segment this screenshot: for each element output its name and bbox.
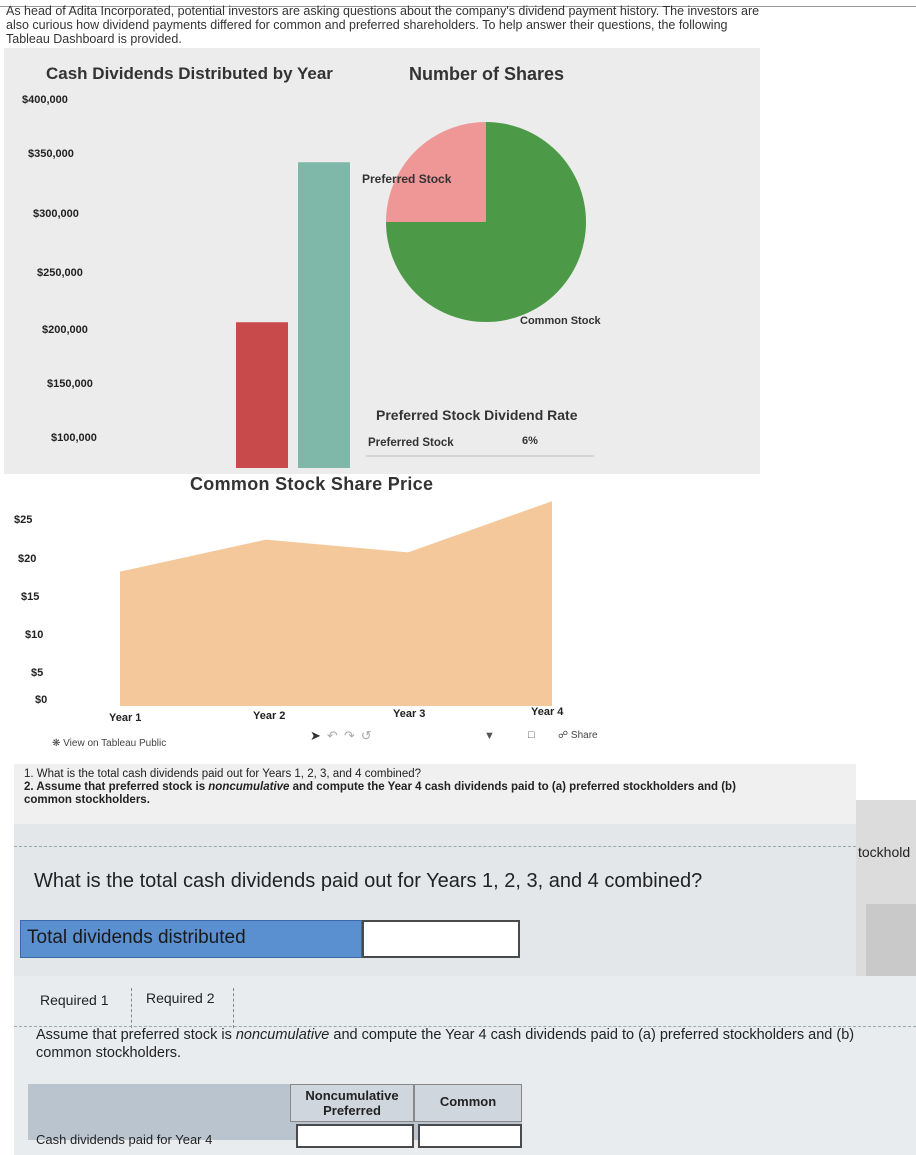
share-icon: ☍ bbox=[558, 730, 569, 741]
rate-row-label: Preferred Stock bbox=[368, 437, 454, 449]
view-on-tableau-label: View on Tableau Public bbox=[63, 738, 167, 749]
tableau-dashboard[interactable]: Cash Dividends Distributed by Year Numbe… bbox=[4, 48, 760, 474]
fullscreen-icon[interactable]: □ bbox=[528, 729, 535, 741]
view-on-tableau-link[interactable]: ❋ View on Tableau Public bbox=[52, 738, 166, 749]
area-ytick: $10 bbox=[25, 629, 44, 641]
tableau-logo-icon: ❋ bbox=[52, 738, 61, 749]
question-1: 1. What is the total cash dividends paid… bbox=[24, 768, 422, 780]
question-2-emphasis: noncumulative bbox=[208, 781, 290, 793]
required-2-prompt-prefix: Assume that preferred stock is bbox=[36, 1027, 236, 1043]
tab-separator bbox=[131, 988, 132, 1028]
bar-ytick: $300,000 bbox=[33, 208, 79, 220]
pointer-icon: ➤ bbox=[310, 728, 327, 743]
question-2: 2. Assume that preferred stock is noncum… bbox=[24, 781, 744, 807]
top-rule bbox=[0, 6, 916, 7]
total-dividends-label: Total dividends distributed bbox=[27, 927, 246, 948]
pie-chart-title: Number of Shares bbox=[409, 64, 565, 84]
question-2-prefix: 2. Assume that preferred stock is bbox=[24, 781, 209, 793]
pie-label-common: Common Stock bbox=[520, 315, 601, 327]
area-chart-title: Common Stock Share Price bbox=[190, 474, 434, 494]
bar-ytick: $150,000 bbox=[47, 378, 93, 390]
download-icon[interactable]: ▼ bbox=[484, 730, 495, 742]
bar-ytick: $350,000 bbox=[28, 148, 74, 160]
pie-label-preferred: Preferred Stock bbox=[362, 172, 452, 186]
questions-panel: 1. What is the total cash dividends paid… bbox=[14, 764, 856, 824]
area-ytick: $25 bbox=[14, 514, 33, 526]
area-chart-svg bbox=[120, 501, 552, 706]
rate-row-value: 6% bbox=[522, 435, 538, 447]
bar-ytick: $200,000 bbox=[42, 324, 88, 336]
col-header-common: Common bbox=[414, 1084, 522, 1122]
required-2-prompt-suffix: and compute the Year 4 cash dividends pa… bbox=[36, 1027, 855, 1061]
area-xtick: Year 3 bbox=[393, 708, 426, 720]
required-1-panel: What is the total cash dividends paid ou… bbox=[14, 824, 856, 984]
revert-icon[interactable]: ↺ bbox=[360, 728, 378, 743]
undo-redo-controls[interactable]: ➤↶↷↺ bbox=[310, 728, 378, 744]
area-xtick: Year 4 bbox=[531, 706, 564, 718]
area-ytick: $20 bbox=[18, 553, 37, 565]
undo-icon[interactable]: ↶ bbox=[326, 728, 344, 743]
tab-separator bbox=[233, 988, 234, 1028]
tab-divider bbox=[14, 846, 856, 847]
area-ytick: $0 bbox=[35, 694, 48, 706]
right-edge-strip: tockhold bbox=[856, 800, 916, 985]
total-dividends-label-cell: Total dividends distributed bbox=[20, 920, 362, 958]
row-label-year4: Cash dividends paid for Year 4 bbox=[36, 1132, 213, 1147]
total-dividends-input[interactable] bbox=[362, 920, 520, 958]
dashboard-graphics bbox=[236, 122, 594, 468]
share-label: Share bbox=[570, 730, 598, 741]
common-year4-input[interactable] bbox=[418, 1124, 522, 1148]
pie-slice bbox=[386, 122, 586, 322]
area-xtick: Year 1 bbox=[109, 712, 142, 724]
bar bbox=[236, 322, 288, 468]
right-edge-block bbox=[866, 904, 916, 978]
col-header-preferred: Noncumulative Preferred bbox=[290, 1084, 414, 1122]
bar-ytick: $400,000 bbox=[22, 94, 68, 106]
share-button[interactable]: ☍ Share bbox=[558, 730, 598, 741]
required-1-prompt: What is the total cash dividends paid ou… bbox=[34, 870, 703, 892]
required-2-panel: Required 1 Required 2 Assume that prefer… bbox=[14, 976, 916, 1155]
question-2-suffix: and compute the Year 4 cash dividends pa… bbox=[24, 781, 736, 806]
required-2-prompt-emphasis: noncumulative bbox=[235, 1027, 330, 1043]
pie-slice bbox=[386, 122, 486, 222]
tab-required-2[interactable]: Required 2 bbox=[146, 990, 215, 1006]
right-edge-text: tockhold bbox=[858, 844, 911, 860]
required-2-prompt: Assume that preferred stock is noncumula… bbox=[36, 1026, 906, 1062]
rate-table-title: Preferred Stock Dividend Rate bbox=[376, 407, 578, 423]
bar-chart-title: Cash Dividends Distributed by Year bbox=[46, 64, 333, 83]
year4-table: Noncumulative Preferred Common Cash divi… bbox=[28, 1084, 522, 1148]
tab-required-1[interactable]: Required 1 bbox=[40, 992, 109, 1008]
intro-paragraph: As head of Adita Incorporated, potential… bbox=[6, 4, 760, 46]
bar-ytick: $250,000 bbox=[37, 267, 83, 279]
redo-icon[interactable]: ↷ bbox=[343, 728, 361, 743]
area-ytick: $15 bbox=[21, 591, 40, 603]
area-ytick: $5 bbox=[31, 667, 44, 679]
bar-ytick: $100,000 bbox=[51, 432, 97, 444]
tab-underline bbox=[14, 1026, 916, 1027]
preferred-year4-input[interactable] bbox=[296, 1124, 414, 1148]
bar bbox=[298, 162, 350, 468]
area-chart-panel[interactable]: Common Stock Share Price $25 $20 $15 $10… bbox=[4, 474, 604, 764]
area-fill bbox=[120, 501, 552, 706]
area-xtick: Year 2 bbox=[253, 710, 286, 722]
